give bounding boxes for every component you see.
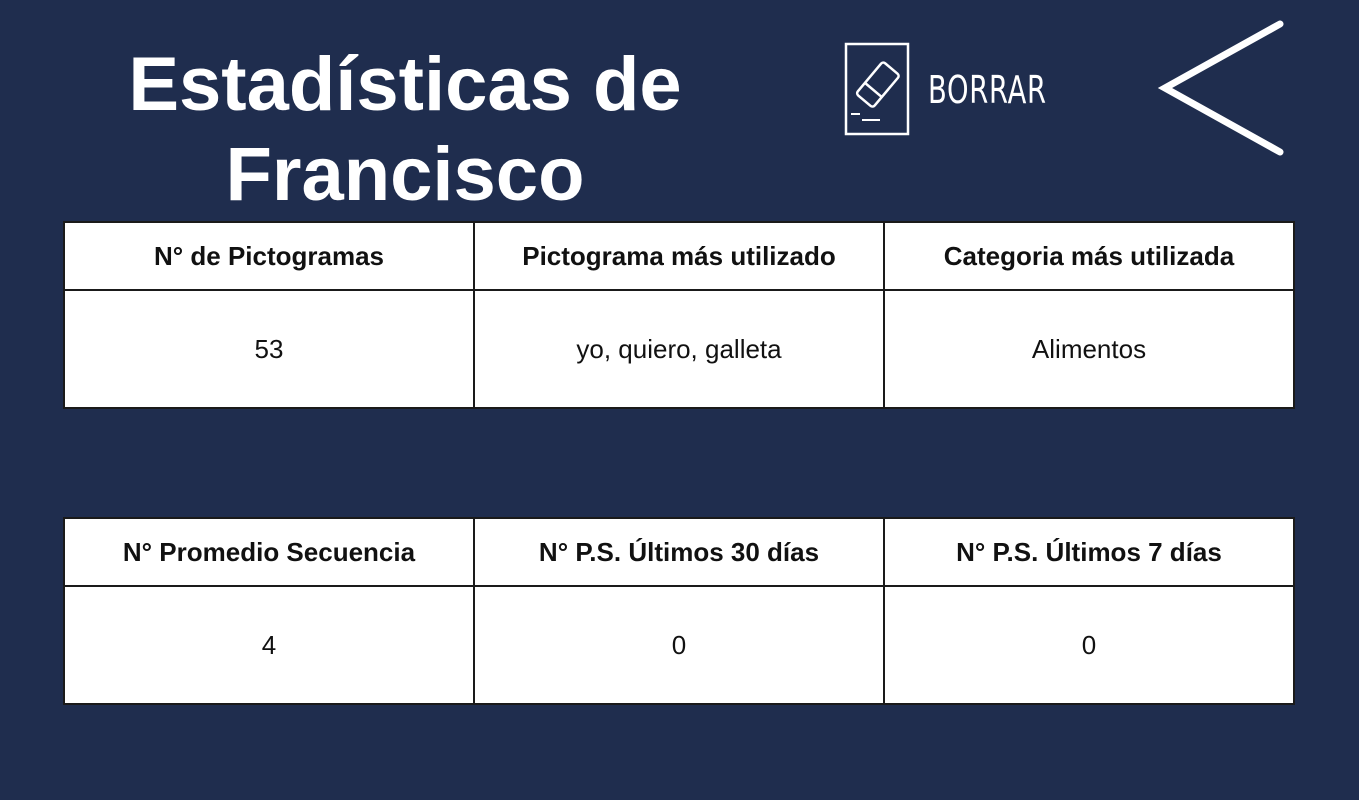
value-last-7-days: 0 [883, 585, 1295, 705]
value-most-used-pictogram: yo, quiero, galleta [473, 289, 885, 409]
clear-label: BORRAR [928, 68, 1047, 112]
table-row: 53 yo, quiero, galleta Alimentos [63, 289, 1295, 409]
header-pictogram-count: N° de Pictogramas [63, 221, 475, 291]
header-most-used-category: Categoria más utilizada [883, 221, 1295, 291]
table-row: 4 0 0 [63, 585, 1295, 705]
table-header-row: N° Promedio Secuencia N° P.S. Últimos 30… [63, 517, 1295, 587]
table-header-row: N° de Pictogramas Pictograma más utiliza… [63, 221, 1295, 291]
title-line-2: Francisco [225, 132, 585, 217]
header-last-7-days: N° P.S. Últimos 7 días [883, 517, 1295, 587]
sequence-stats-table: N° Promedio Secuencia N° P.S. Últimos 30… [63, 517, 1295, 705]
header-last-30-days: N° P.S. Últimos 30 días [473, 517, 885, 587]
chevron-left-icon[interactable] [1155, 18, 1285, 158]
value-last-30-days: 0 [473, 585, 885, 705]
clear-button[interactable]: BORRAR [844, 42, 1093, 138]
page-title: Estadísticas de Francisco [70, 40, 740, 220]
value-average-sequence: 4 [63, 585, 475, 705]
eraser-icon [844, 42, 910, 136]
header-average-sequence: N° Promedio Secuencia [63, 517, 475, 587]
usage-stats-table: N° de Pictogramas Pictograma más utiliza… [63, 221, 1295, 409]
value-most-used-category: Alimentos [883, 289, 1295, 409]
header-most-used-pictogram: Pictograma más utilizado [473, 221, 885, 291]
value-pictogram-count: 53 [63, 289, 475, 409]
title-line-1: Estadísticas de [128, 42, 682, 127]
